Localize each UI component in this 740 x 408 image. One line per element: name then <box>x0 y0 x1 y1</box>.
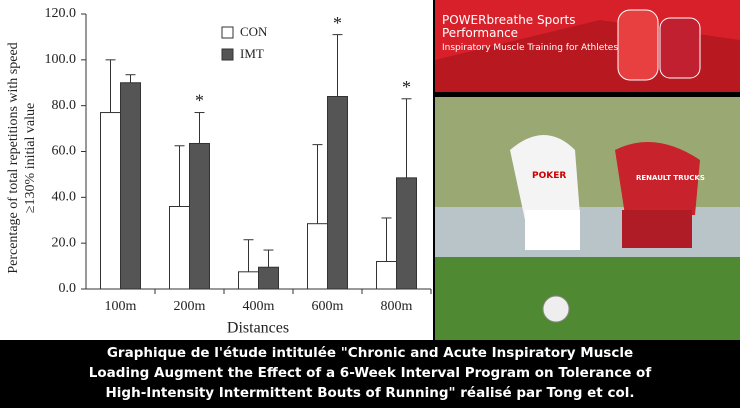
jersey-text: RENAULT TRUCKS <box>636 174 705 182</box>
significance: * <box>333 13 342 33</box>
y-tick-label: 80.0 <box>52 98 77 113</box>
x-tick-label: 800m <box>381 299 413 314</box>
banner-brand: POWERbreathe Sports <box>442 13 575 27</box>
y-tick-label: 40.0 <box>52 190 77 205</box>
y-label: Percentage of total repetitions with spe… <box>6 42 21 273</box>
legend-swatch <box>221 48 234 61</box>
bar <box>238 271 259 290</box>
significance: * <box>195 91 204 111</box>
bar <box>307 223 328 290</box>
device <box>659 17 701 79</box>
photo-pitch <box>435 257 740 340</box>
chart: Percentage of total repetitions with spe… <box>6 6 432 337</box>
chart-bg <box>0 0 433 340</box>
y-label: ≥130% initial value <box>23 103 38 213</box>
banner-tagline: Inspiratory Muscle Training for Athletes <box>442 43 618 53</box>
x-tick-label: 600m <box>312 299 344 314</box>
y-tick-label: 120.0 <box>45 6 77 21</box>
caption: High-Intensity Intermittent Bouts of Run… <box>106 385 635 401</box>
y-tick-label: 0.0 <box>59 281 77 296</box>
x-tick-label: 100m <box>105 299 137 314</box>
significance: * <box>402 77 411 97</box>
legend-label: CON <box>240 24 268 39</box>
bar <box>120 82 141 290</box>
player <box>525 210 580 250</box>
bar <box>258 266 279 290</box>
player <box>510 135 580 220</box>
y-tick-label: 20.0 <box>52 235 77 250</box>
banner-line: Performance <box>442 26 518 40</box>
device <box>617 9 659 81</box>
legend-swatch <box>221 26 234 39</box>
jersey-text: POKER <box>532 171 566 181</box>
legend-label: IMT <box>240 46 264 61</box>
ball <box>542 295 570 323</box>
bar <box>376 261 397 290</box>
x-tick-label: 400m <box>243 299 275 314</box>
player <box>615 142 700 215</box>
bar <box>396 177 417 290</box>
bar <box>100 112 121 290</box>
caption: Loading Augment the Effect of a 6-Week I… <box>89 365 652 381</box>
x-label: Distances <box>227 320 289 337</box>
player <box>622 210 692 248</box>
y-tick-label: 100.0 <box>45 52 77 67</box>
bar <box>169 206 190 290</box>
bar <box>327 96 348 290</box>
caption: Graphique de l'étude intitulée "Chronic … <box>107 345 633 361</box>
bar <box>189 142 210 290</box>
y-tick-label: 60.0 <box>52 144 77 159</box>
x-tick-label: 200m <box>174 299 206 314</box>
